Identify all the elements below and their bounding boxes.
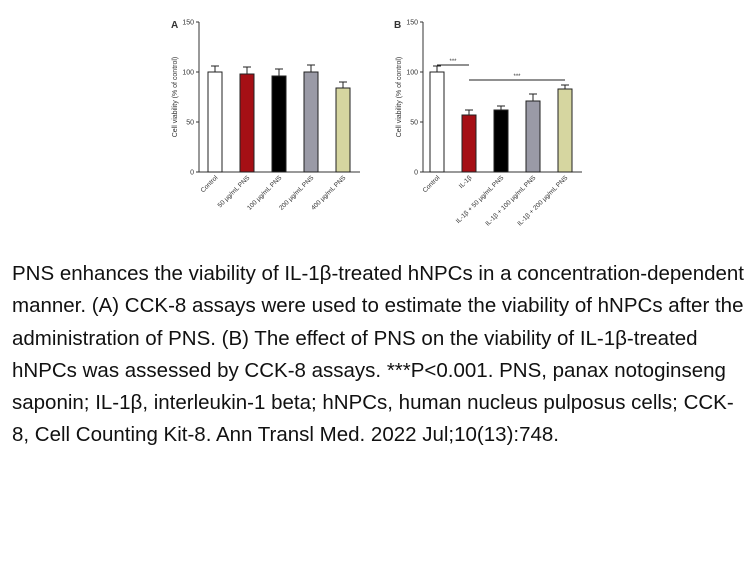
chart-panel-b: B 0 50 100 150 Cell viability (% of control) C… xyxy=(394,20,582,228)
figure: A 0 50 100 150 Cell viability (% of control) C… xyxy=(171,20,582,228)
y-tick-label: 100 xyxy=(182,70,194,77)
y-tick-label: 50 xyxy=(410,120,418,127)
panel-label: B xyxy=(394,20,401,31)
bar xyxy=(335,87,351,173)
bar xyxy=(429,71,445,173)
x-tick-label: Control xyxy=(422,174,442,194)
significance-label: *** xyxy=(449,59,457,65)
y-tick-label: 0 xyxy=(414,170,418,177)
y-axis-label: Cell viability (% of control) xyxy=(396,57,403,138)
y-axis-label: Cell viability (% of control) xyxy=(172,57,179,138)
bar xyxy=(493,109,509,173)
y-tick-label: 0 xyxy=(190,170,194,177)
y-tick-label: 100 xyxy=(406,70,418,77)
bar xyxy=(461,114,477,173)
bar xyxy=(271,75,287,173)
y-tick-label: 50 xyxy=(186,120,194,127)
bar xyxy=(557,88,573,173)
x-tick-label: IL-1β xyxy=(458,174,474,190)
bar xyxy=(239,73,255,173)
y-tick-label: 150 xyxy=(406,20,418,27)
panel-label: A xyxy=(171,20,178,31)
x-tick-label: 400 μg/mL PNS xyxy=(310,174,348,212)
significance-label: *** xyxy=(513,74,521,80)
chart-panel-a: A 0 50 100 150 Cell viability (% of control) C… xyxy=(171,20,360,212)
bar xyxy=(525,100,541,173)
figure-caption: PNS enhances the viability of IL-1β-trea… xyxy=(12,262,744,447)
y-tick-label: 150 xyxy=(182,20,194,27)
bar xyxy=(303,71,319,173)
x-tick-label: Control xyxy=(200,174,220,194)
x-tick-label: 50 μg/mL PNS xyxy=(217,174,252,209)
bar xyxy=(207,71,223,173)
